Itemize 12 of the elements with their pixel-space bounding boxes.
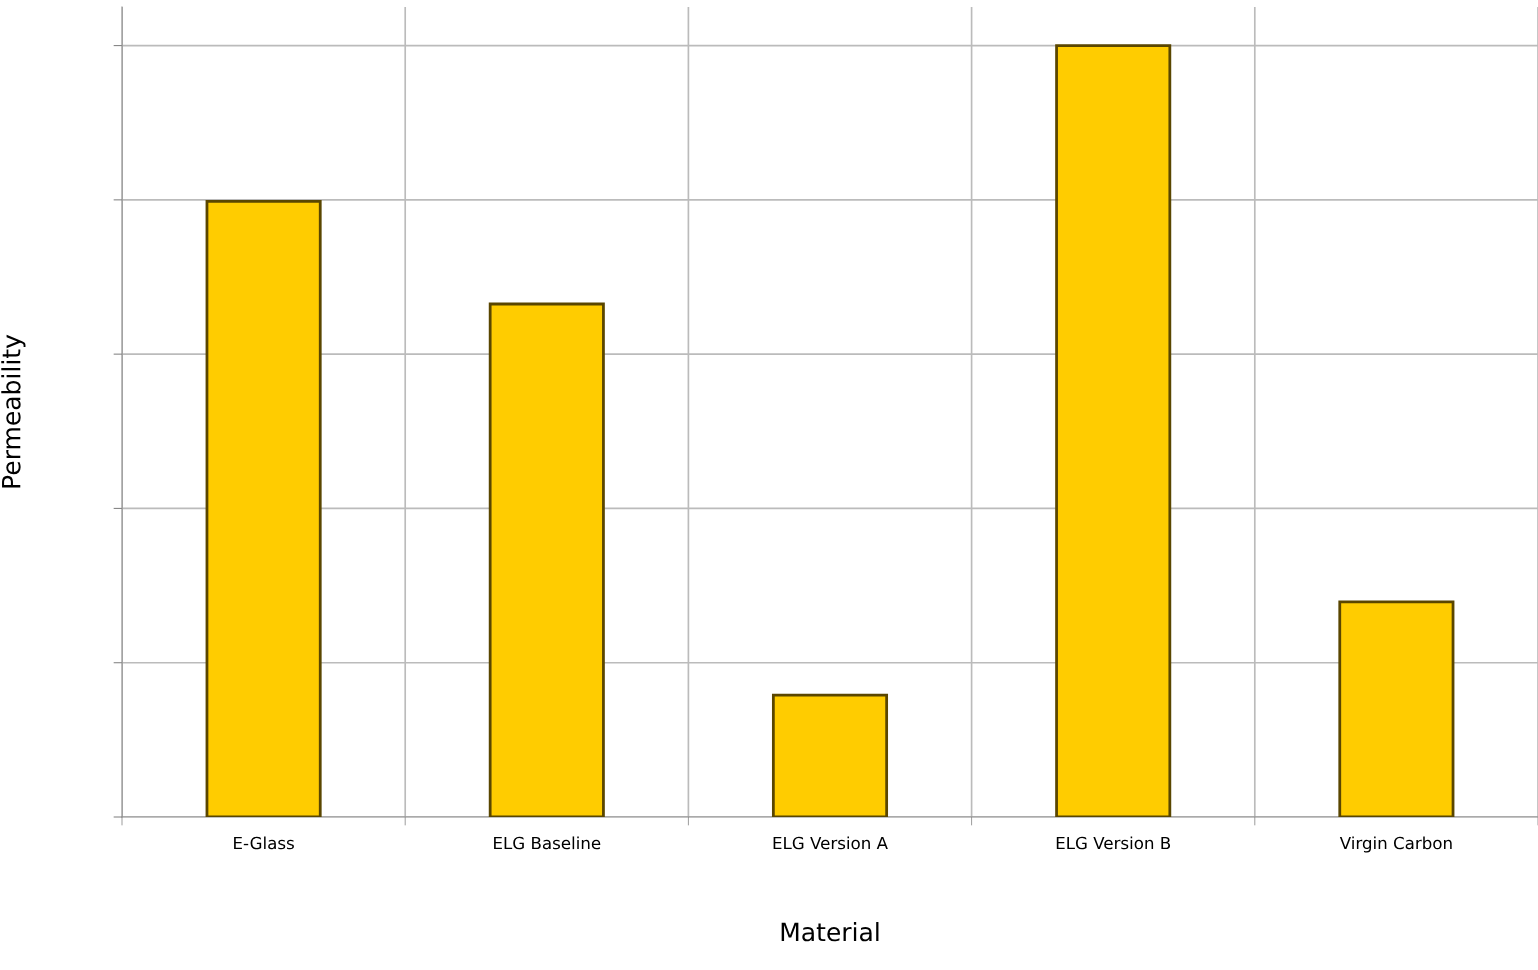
x-tick-label: E-Glass (234, 836, 294, 850)
bar (1055, 44, 1172, 817)
x-tick-label: ELG Version A (773, 836, 888, 850)
y-axis-title: Permeability (1, 334, 26, 488)
bar (1338, 600, 1455, 817)
x-tick-label: ELG Baseline (494, 836, 601, 850)
x-tick-label: Virgin Carbon (1339, 836, 1452, 853)
x-tick-label: ELG Version B (1056, 836, 1171, 850)
bar (205, 200, 322, 817)
x-axis-title: Material (781, 922, 879, 942)
bar (771, 693, 889, 817)
bar (488, 302, 605, 817)
